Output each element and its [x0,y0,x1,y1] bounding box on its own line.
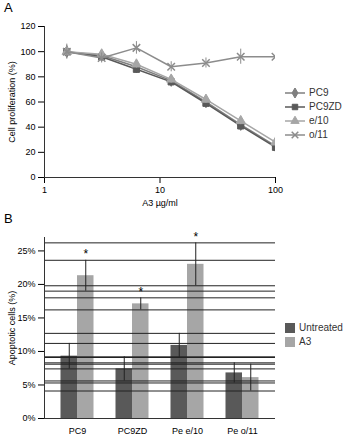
html-text:PC9ZD: PC9ZD [309,101,342,112]
svg-text:100: 100 [268,185,283,195]
html-text:e/10: e/10 [309,115,329,126]
svg-text:PC9: PC9 [69,426,87,436]
svg-text:20%: 20% [17,279,35,289]
svg-text:Pe e/10: Pe e/10 [172,426,203,436]
html-text:PC9: PC9 [309,87,329,98]
svg-text:40: 40 [25,122,35,132]
svg-text:1: 1 [42,185,47,195]
html-text:A: A [4,0,13,15]
svg-text:25%: 25% [17,246,35,256]
svg-text:A3 µg/ml: A3 µg/ml [142,198,178,208]
svg-text:20: 20 [25,147,35,157]
svg-text:Cell proliferation (%): Cell proliferation (%) [7,61,17,143]
html-text:A3: A3 [299,336,312,347]
html-text:Untreated: Untreated [299,322,343,333]
svg-text:80: 80 [25,72,35,82]
svg-text:0: 0 [30,172,35,182]
svg-text:PC9ZD: PC9ZD [118,426,148,436]
svg-text:5%: 5% [22,380,35,390]
svg-text:0%: 0% [22,413,35,423]
svg-text:10: 10 [155,185,165,195]
svg-text:15%: 15% [17,313,35,323]
svg-text:*: * [83,247,88,261]
svg-text:10%: 10% [17,346,35,356]
html-text:o/11: o/11 [309,129,328,140]
svg-text:Apoptotic cells (%): Apoptotic cells (%) [7,291,17,366]
svg-text:100: 100 [20,47,35,57]
svg-text:60: 60 [25,97,35,107]
svg-text:120: 120 [20,21,35,31]
svg-text:Pe o/11: Pe o/11 [227,426,257,436]
svg-text:*: * [193,230,198,244]
svg-text:*: * [138,285,143,299]
html-text:B: B [4,211,13,226]
